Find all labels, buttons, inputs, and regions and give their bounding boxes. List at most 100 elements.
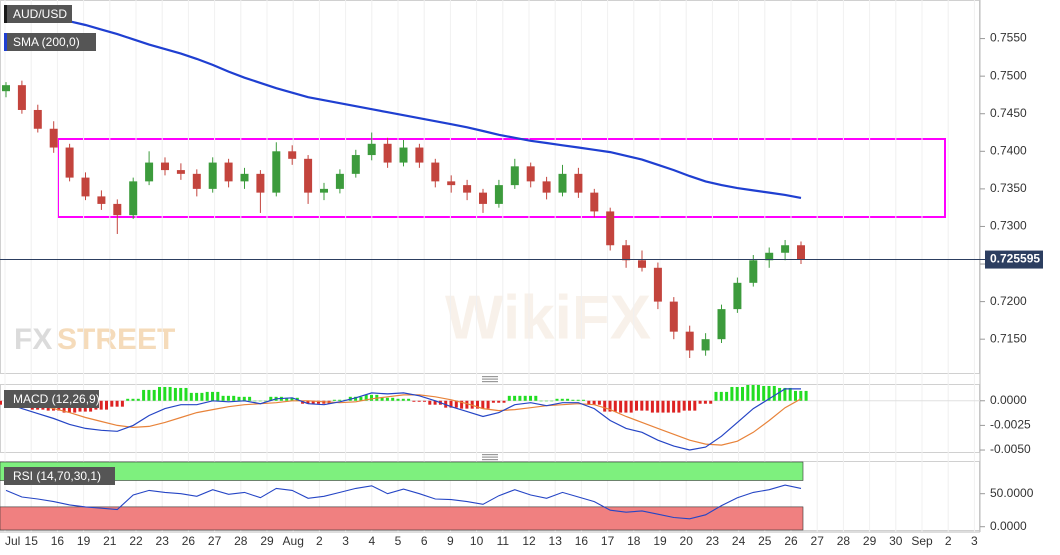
- candle-body: [479, 192, 487, 204]
- candle-body: [224, 162, 233, 182]
- histogram-bar: [778, 387, 782, 401]
- histogram-bar: [248, 396, 252, 401]
- y-tick-label: 0.7300: [990, 219, 1027, 233]
- watermark-wikifx: WikiFX: [445, 283, 651, 352]
- price-panel: [0, 0, 980, 374]
- histogram-bar: [136, 398, 140, 401]
- histogram-bar: [513, 395, 517, 401]
- x-tick-label: 13: [549, 534, 563, 548]
- candle-body: [606, 211, 615, 246]
- histogram-bar: [258, 400, 262, 402]
- histogram-bar: [99, 400, 103, 410]
- candle-body: [129, 181, 138, 216]
- plot-layer: 0.71500.72000.72500.73000.73500.74000.74…: [0, 0, 1043, 548]
- x-tick-label: 17: [601, 534, 615, 548]
- y-tick-label: 0.7450: [990, 106, 1027, 120]
- candle-body: [288, 151, 297, 159]
- histogram-bar: [290, 397, 294, 401]
- histogram-bar: [407, 398, 411, 401]
- watermark-fx: FX: [14, 323, 52, 356]
- candle-body: [208, 162, 217, 189]
- histogram-bar: [725, 391, 729, 401]
- signal-line: [5, 394, 802, 446]
- histogram-bar: [285, 397, 289, 401]
- candle-body: [320, 188, 328, 193]
- histogram-bar: [682, 400, 686, 411]
- histogram-bar: [179, 387, 183, 401]
- histogram-bar: [756, 385, 760, 401]
- histogram-bar: [645, 400, 649, 411]
- histogram-bar: [449, 400, 453, 408]
- x-tick-label: 24: [732, 534, 746, 548]
- histogram-bar: [597, 400, 601, 405]
- overbought-zone: [0, 461, 804, 481]
- sma-line: [5, 5, 802, 199]
- histogram-bar: [264, 400, 267, 402]
- histogram-bar: [359, 396, 363, 401]
- histogram-bar: [698, 400, 702, 404]
- x-tick-label: 28: [837, 534, 851, 548]
- x-tick-label: 27: [208, 534, 222, 548]
- histogram-bar: [783, 387, 787, 401]
- symbol-tag-stripe: [4, 5, 7, 23]
- histogram-bar: [550, 400, 554, 402]
- candle-body: [33, 109, 42, 129]
- histogram-bar: [142, 389, 146, 401]
- candle-body: [192, 173, 201, 189]
- x-tick-label: 22: [129, 534, 143, 548]
- histogram-bar: [539, 400, 543, 402]
- candle-body: [622, 245, 631, 261]
- candle-body: [717, 309, 726, 340]
- histogram-bar: [311, 400, 315, 404]
- rsi-tag: [4, 467, 115, 485]
- histogram-bar: [380, 397, 384, 401]
- histogram-bar: [656, 400, 660, 413]
- histogram-bar: [703, 400, 707, 404]
- x-tick-label: 4: [368, 534, 375, 548]
- y-tick-label: 0.7150: [990, 331, 1027, 345]
- watermark: FX STREET WikiFX: [14, 283, 651, 356]
- histogram-bar: [158, 386, 161, 401]
- sma-tag-stripe: [4, 33, 7, 51]
- candle-body: [542, 181, 551, 193]
- y-tick-label: 0.0000: [990, 393, 1027, 407]
- symbol-label: AUD/USD: [13, 7, 67, 21]
- histogram-bar: [370, 394, 373, 401]
- histogram-bar: [173, 387, 177, 401]
- panel-handle: [482, 376, 498, 461]
- x-tick-label: Sep: [911, 534, 933, 548]
- x-tick-label: 23: [706, 534, 720, 548]
- histogram-bar: [629, 400, 633, 413]
- histogram-bar: [237, 396, 241, 401]
- histogram-bar: [730, 386, 734, 401]
- candle-body: [797, 245, 805, 260]
- candle-body: [463, 185, 472, 193]
- x-tick-label: Aug: [283, 534, 304, 548]
- histogram-bar: [115, 400, 119, 407]
- symbol-tag: [4, 5, 72, 23]
- histogram-bar: [332, 399, 336, 401]
- candle-body: [351, 155, 360, 174]
- histogram-bar: [767, 385, 771, 401]
- last-price-label: 0.725595: [990, 252, 1040, 266]
- histogram-bar: [804, 390, 808, 401]
- candle-body: [256, 173, 265, 193]
- y-tick-label: 50.0000: [990, 486, 1034, 500]
- histogram-bar: [354, 396, 358, 401]
- candle-body: [97, 196, 106, 204]
- range-box: [57, 138, 946, 218]
- candle-body: [638, 260, 646, 268]
- histogram-bar: [603, 400, 607, 412]
- candle-body: [431, 162, 440, 182]
- histogram-bar: [555, 398, 559, 401]
- histogram-bar: [714, 391, 718, 401]
- candle-body: [526, 166, 535, 182]
- x-tick-label: 23: [156, 534, 170, 548]
- histogram-bar: [497, 400, 501, 403]
- histogram-bar: [762, 385, 766, 401]
- histogram-bar: [126, 398, 130, 401]
- candle-body: [510, 166, 519, 186]
- rsi-label: RSI (14,70,30,1): [13, 469, 101, 483]
